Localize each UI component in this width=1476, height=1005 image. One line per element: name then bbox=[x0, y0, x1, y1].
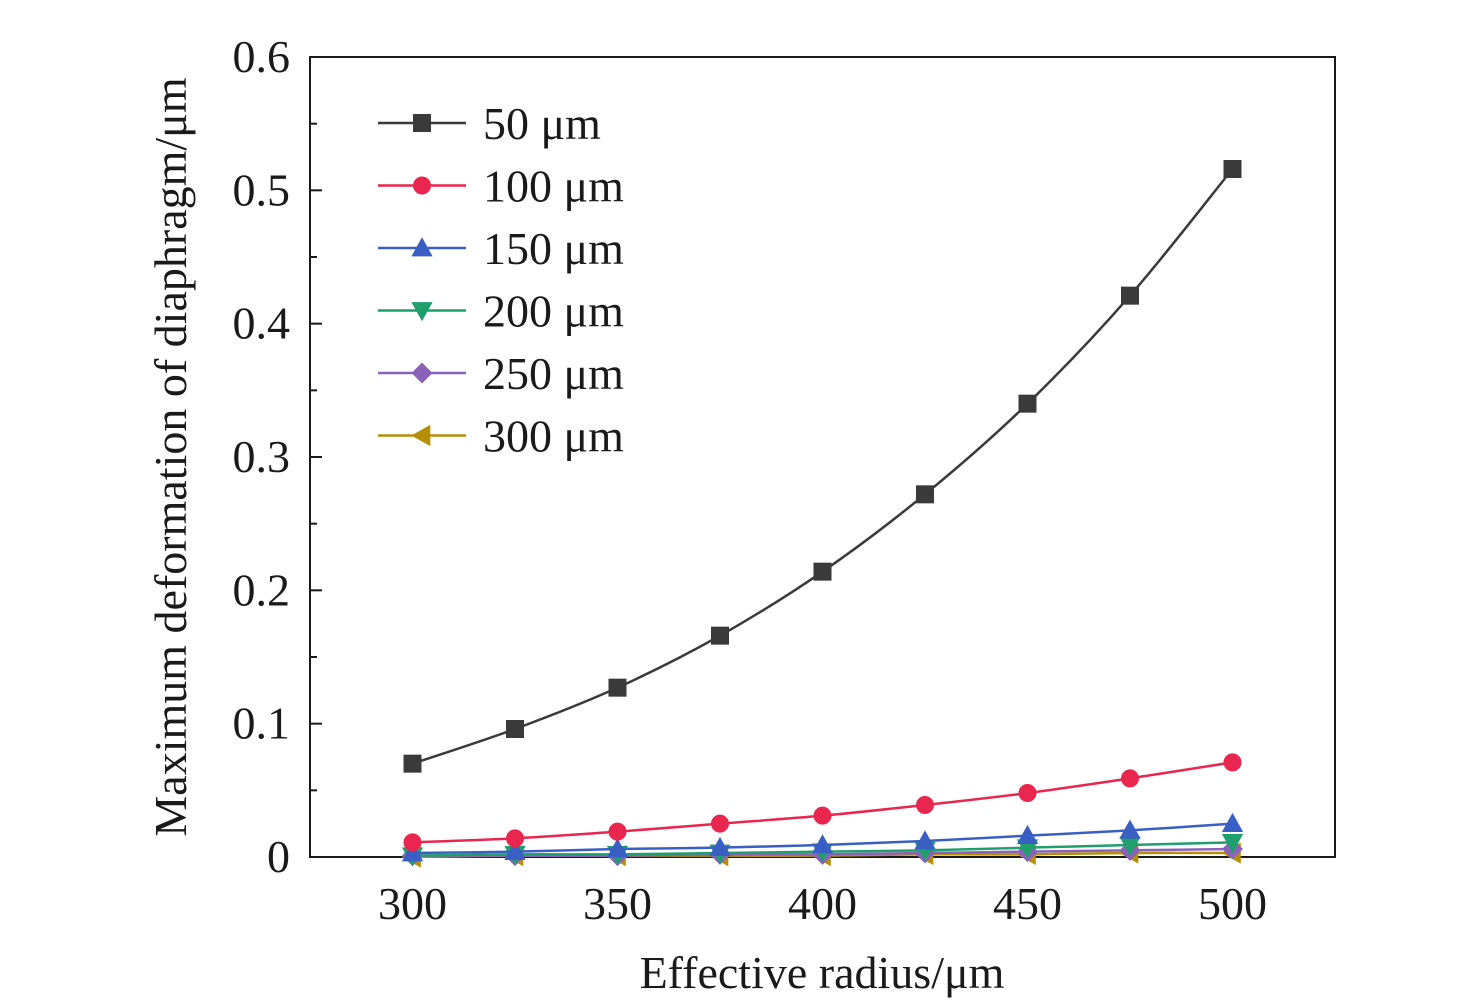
data-point bbox=[403, 833, 422, 852]
data-point bbox=[1121, 769, 1139, 788]
data-point bbox=[403, 754, 422, 773]
y-tick-label: 0.6 bbox=[233, 31, 291, 82]
data-point bbox=[506, 720, 524, 738]
data-point bbox=[916, 796, 934, 814]
data-point bbox=[1221, 812, 1244, 832]
data-point bbox=[914, 830, 936, 850]
legend-label: 200 μm bbox=[483, 286, 624, 337]
legend-label: 300 μm bbox=[483, 411, 624, 462]
legend-marker bbox=[413, 176, 431, 195]
legend-marker bbox=[411, 237, 433, 257]
x-tick-label: 400 bbox=[788, 878, 857, 929]
data-point bbox=[1018, 784, 1037, 802]
data-point bbox=[1223, 160, 1242, 178]
series-layer bbox=[401, 160, 1244, 868]
data-point bbox=[1223, 753, 1242, 772]
legend-label: 50 μm bbox=[483, 98, 601, 149]
data-point bbox=[811, 834, 834, 854]
legend-marker bbox=[411, 424, 431, 447]
y-tick-label: 0.1 bbox=[233, 698, 291, 749]
data-point bbox=[608, 822, 627, 841]
y-tick-label: 0.4 bbox=[233, 298, 291, 349]
legend-label: 100 μm bbox=[483, 161, 624, 212]
legend-marker bbox=[411, 362, 433, 384]
legend-label: 150 μm bbox=[483, 223, 624, 274]
y-tick-label: 0.2 bbox=[233, 564, 291, 615]
y-tick-label: 0.5 bbox=[233, 164, 291, 215]
data-point bbox=[711, 814, 729, 833]
x-tick-label: 500 bbox=[1198, 878, 1267, 929]
x-tick-label: 300 bbox=[378, 878, 447, 929]
data-point bbox=[1018, 394, 1037, 413]
data-point bbox=[504, 840, 526, 860]
series-1 bbox=[403, 753, 1242, 852]
data-point bbox=[506, 829, 524, 848]
data-point bbox=[916, 485, 934, 504]
x-tick-label: 450 bbox=[993, 878, 1062, 929]
data-point bbox=[711, 626, 729, 645]
data-point bbox=[401, 842, 424, 862]
data-point bbox=[1119, 819, 1141, 839]
data-point bbox=[608, 678, 627, 697]
data-point bbox=[813, 562, 832, 581]
legend-marker bbox=[413, 114, 431, 132]
series-0 bbox=[403, 160, 1242, 773]
data-point bbox=[1121, 286, 1139, 305]
legend-marker bbox=[411, 302, 433, 322]
data-point bbox=[709, 836, 731, 856]
x-tick-label: 350 bbox=[583, 878, 652, 929]
y-axis: 0 0.1 0.2 0.3 0.4 0.5 0.6 bbox=[233, 31, 322, 882]
y-axis-title: Maximum deformation of diaphragm/μm bbox=[145, 77, 196, 836]
data-point bbox=[1221, 834, 1244, 854]
plot-frame bbox=[309, 56, 1336, 858]
legend-label: 250 μm bbox=[483, 348, 624, 399]
data-point bbox=[606, 838, 629, 858]
y-tick-label: 0 bbox=[267, 831, 290, 882]
data-point bbox=[813, 806, 832, 825]
data-point bbox=[1016, 824, 1039, 844]
series-line bbox=[412, 168, 1234, 765]
y-tick-label: 0.3 bbox=[233, 431, 291, 482]
legend: 50 μm 100 μm 150 μm 200 μm 250 μm 300 μm bbox=[378, 98, 624, 462]
x-axis: 300 350 400 450 500 bbox=[309, 845, 1336, 929]
x-axis-title: Effective radius/μm bbox=[640, 947, 1005, 998]
series-2 bbox=[401, 812, 1244, 862]
